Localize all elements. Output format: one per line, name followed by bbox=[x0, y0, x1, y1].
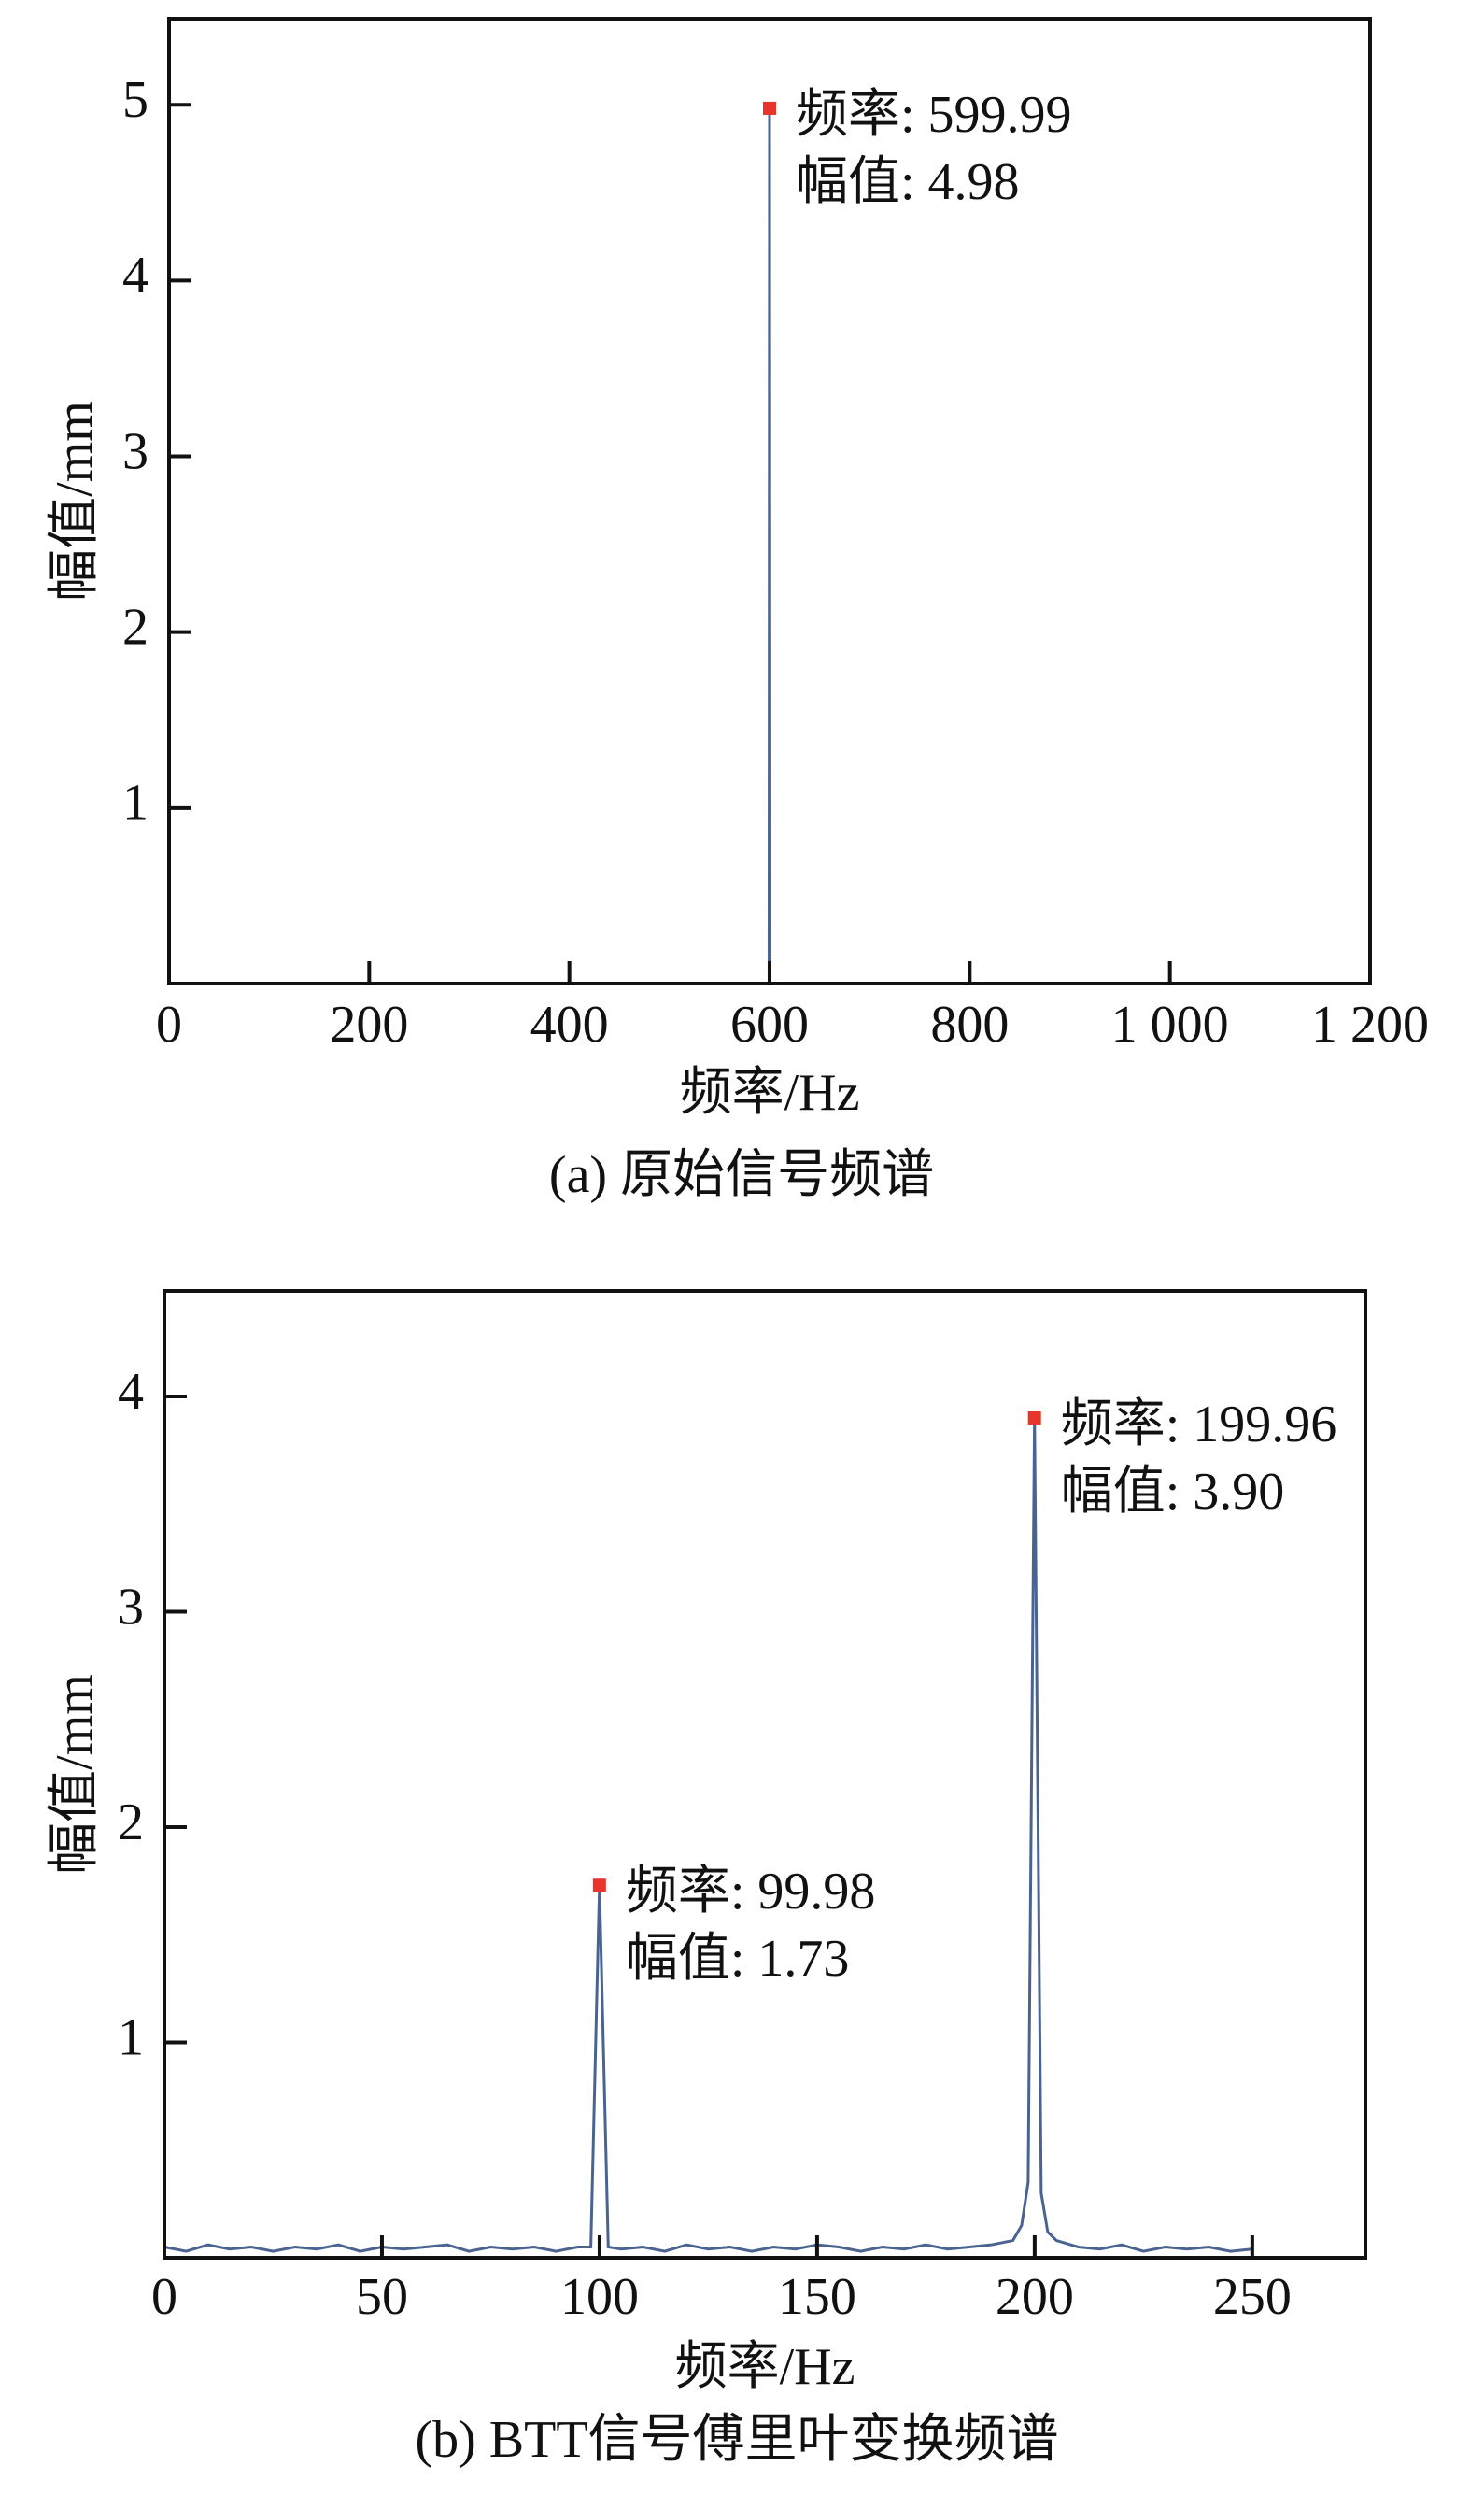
peak-annotation: 幅值: 4.98 bbox=[796, 153, 1020, 211]
peak-marker bbox=[1027, 1411, 1041, 1425]
x-tick-label: 250 bbox=[1213, 2268, 1292, 2326]
x-tick-label: 200 bbox=[996, 2268, 1074, 2326]
spectrum-line bbox=[169, 107, 1370, 985]
plot-frame bbox=[163, 1289, 1367, 2260]
x-tick-label: 150 bbox=[778, 2268, 856, 2326]
y-tick-label: 1 bbox=[122, 774, 148, 832]
peak-marker bbox=[592, 1878, 606, 1892]
x-tick-label: 400 bbox=[530, 996, 609, 1054]
peak-annotation: 频率: 99.98 bbox=[626, 1863, 876, 1921]
y-tick-label: 3 bbox=[118, 1578, 144, 1636]
x-tick-label: 1 200 bbox=[1311, 996, 1429, 1054]
x-tick-label: 1 000 bbox=[1111, 996, 1229, 1054]
x-tick-label: 100 bbox=[560, 2268, 639, 2326]
spectrum-line bbox=[163, 1417, 1253, 2253]
y-tick-label: 3 bbox=[122, 422, 148, 480]
y-tick-label: 4 bbox=[122, 247, 148, 305]
x-axis-title: 频率/Hz bbox=[680, 1064, 860, 1122]
y-tick-label: 4 bbox=[118, 1363, 144, 1421]
peak-annotation: 幅值: 1.73 bbox=[626, 1930, 850, 1988]
peak-annotation: 幅值: 3.90 bbox=[1061, 1463, 1285, 1521]
caption: (a) 原始信号频谱 bbox=[549, 1146, 934, 1204]
caption: (b) BTT信号傅里叶变换频谱 bbox=[415, 2411, 1058, 2469]
x-axis-title: 频率/Hz bbox=[675, 2338, 855, 2396]
y-axis-title: 幅值/mm bbox=[46, 401, 104, 602]
x-tick-label: 0 bbox=[151, 2268, 177, 2326]
x-tick-label: 0 bbox=[156, 996, 182, 1054]
peak-annotation: 频率: 599.99 bbox=[796, 86, 1072, 144]
y-axis-title: 幅值/mm bbox=[46, 1674, 104, 1875]
x-tick-label: 200 bbox=[330, 996, 408, 1054]
peak-annotation: 频率: 199.96 bbox=[1061, 1396, 1337, 1453]
x-tick-label: 600 bbox=[730, 996, 809, 1054]
peak-marker bbox=[762, 101, 776, 115]
x-tick-label: 800 bbox=[930, 996, 1009, 1054]
y-tick-label: 2 bbox=[122, 599, 148, 657]
y-tick-label: 1 bbox=[118, 2008, 144, 2066]
y-tick-label: 5 bbox=[122, 71, 148, 129]
x-tick-label: 50 bbox=[356, 2268, 408, 2326]
y-tick-label: 2 bbox=[118, 1793, 144, 1851]
